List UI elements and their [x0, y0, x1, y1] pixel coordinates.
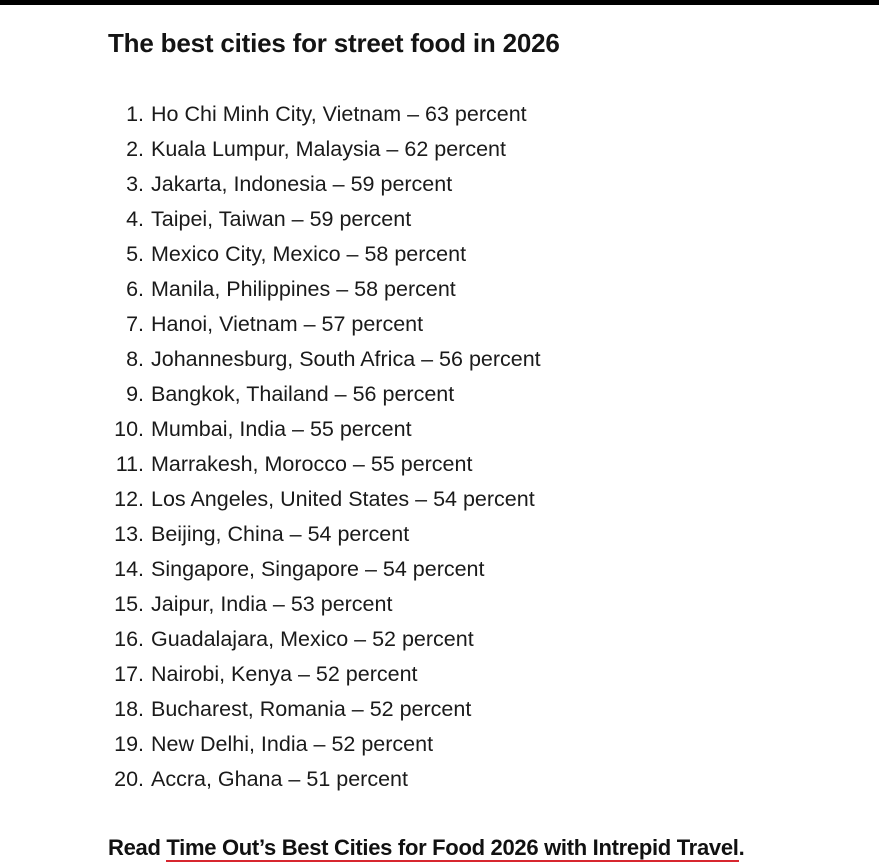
rank-text: Mexico City, Mexico – 58 percent	[151, 242, 467, 266]
list-item: 19. New Delhi, India – 52 percent	[108, 727, 848, 762]
list-item: 20. Accra, Ghana – 51 percent	[108, 762, 848, 797]
rank-number: 19.	[114, 732, 144, 756]
list-item: 18. Bucharest, Romania – 52 percent	[108, 692, 848, 727]
rank-text: Jakarta, Indonesia – 59 percent	[151, 172, 453, 196]
rank-number: 15.	[114, 592, 144, 616]
rank-text: Bangkok, Thailand – 56 percent	[151, 382, 455, 406]
read-more-line: Read Time Out’s Best Cities for Food 202…	[108, 833, 848, 863]
rank-number: 12.	[114, 487, 144, 511]
list-item: 1. Ho Chi Minh City, Vietnam – 63 percent	[108, 97, 848, 132]
rank-text: Ho Chi Minh City, Vietnam – 63 percent	[151, 102, 527, 126]
rank-text: Los Angeles, United States – 54 percent	[151, 487, 535, 511]
rank-text: Nairobi, Kenya – 52 percent	[151, 662, 418, 686]
rank-number: 14.	[114, 557, 144, 581]
rank-number: 8.	[126, 347, 144, 371]
list-item: 12. Los Angeles, United States – 54 perce…	[108, 482, 848, 517]
rank-text: Mumbai, India – 55 percent	[151, 417, 412, 441]
article-heading: The best cities for street food in 2026	[108, 28, 560, 58]
rank-number: 17.	[114, 662, 144, 686]
rank-number: 6.	[126, 277, 144, 301]
rank-number: 11.	[115, 452, 144, 476]
list-item: 5. Mexico City, Mexico – 58 percent	[108, 237, 848, 272]
rank-number: 7.	[126, 312, 144, 336]
city-ranking-list: 1. Ho Chi Minh City, Vietnam – 63 percent…	[108, 97, 848, 797]
rank-text: Singapore, Singapore – 54 percent	[151, 557, 485, 581]
list-item: 13. Beijing, China – 54 percent	[108, 517, 848, 552]
list-item: 16. Guadalajara, Mexico – 52 percent	[108, 622, 848, 657]
rank-number: 18.	[114, 697, 144, 721]
article: The best cities for street food in 2026 …	[108, 26, 848, 863]
rank-number: 10.	[114, 417, 144, 441]
rank-text: Kuala Lumpur, Malaysia – 62 percent	[151, 137, 506, 161]
rank-text: New Delhi, India – 52 percent	[151, 732, 434, 756]
best-cities-for-food-link[interactable]: Time Out’s Best Cities for Food 2026 wit…	[166, 835, 739, 862]
rank-text: Beijing, China – 54 percent	[151, 522, 410, 546]
rank-number: 20.	[114, 767, 144, 791]
list-item: 9. Bangkok, Thailand – 56 percent	[108, 377, 848, 412]
top-rule	[0, 0, 879, 5]
rank-number: 4.	[126, 207, 144, 231]
rank-text: Marrakesh, Morocco – 55 percent	[151, 452, 473, 476]
rank-text: Jaipur, India – 53 percent	[151, 592, 393, 616]
list-item: 8. Johannesburg, South Africa – 56 percen…	[108, 342, 848, 377]
read-more-suffix: .	[738, 835, 745, 860]
rank-number: 2.	[126, 137, 144, 161]
list-item: 15. Jaipur, India – 53 percent	[108, 587, 848, 622]
rank-number: 9.	[126, 382, 144, 406]
rank-text: Accra, Ghana – 51 percent	[151, 767, 408, 791]
list-item: 11. Marrakesh, Morocco – 55 percent	[108, 447, 848, 482]
list-item: 10. Mumbai, India – 55 percent	[108, 412, 848, 447]
rank-text: Manila, Philippines – 58 percent	[151, 277, 456, 301]
read-more-prefix: Read	[108, 835, 167, 860]
list-item: 4. Taipei, Taiwan – 59 percent	[108, 202, 848, 237]
rank-text: Bucharest, Romania – 52 percent	[151, 697, 472, 721]
rank-text: Guadalajara, Mexico – 52 percent	[151, 627, 474, 651]
rank-number: 13.	[114, 522, 144, 546]
rank-number: 5.	[126, 242, 144, 266]
rank-text: Taipei, Taiwan – 59 percent	[151, 207, 412, 231]
rank-number: 16.	[114, 627, 144, 651]
list-item: 7. Hanoi, Vietnam – 57 percent	[108, 307, 848, 342]
list-item: 3. Jakarta, Indonesia – 59 percent	[108, 167, 848, 202]
rank-text: Johannesburg, South Africa – 56 percent	[151, 347, 541, 371]
list-item: 14. Singapore, Singapore – 54 percent	[108, 552, 848, 587]
list-item: 17. Nairobi, Kenya – 52 percent	[108, 657, 848, 692]
list-item: 6. Manila, Philippines – 58 percent	[108, 272, 848, 307]
rank-number: 1.	[126, 102, 144, 126]
list-item: 2. Kuala Lumpur, Malaysia – 62 percent	[108, 132, 848, 167]
rank-number: 3.	[126, 172, 144, 196]
rank-text: Hanoi, Vietnam – 57 percent	[151, 312, 424, 336]
